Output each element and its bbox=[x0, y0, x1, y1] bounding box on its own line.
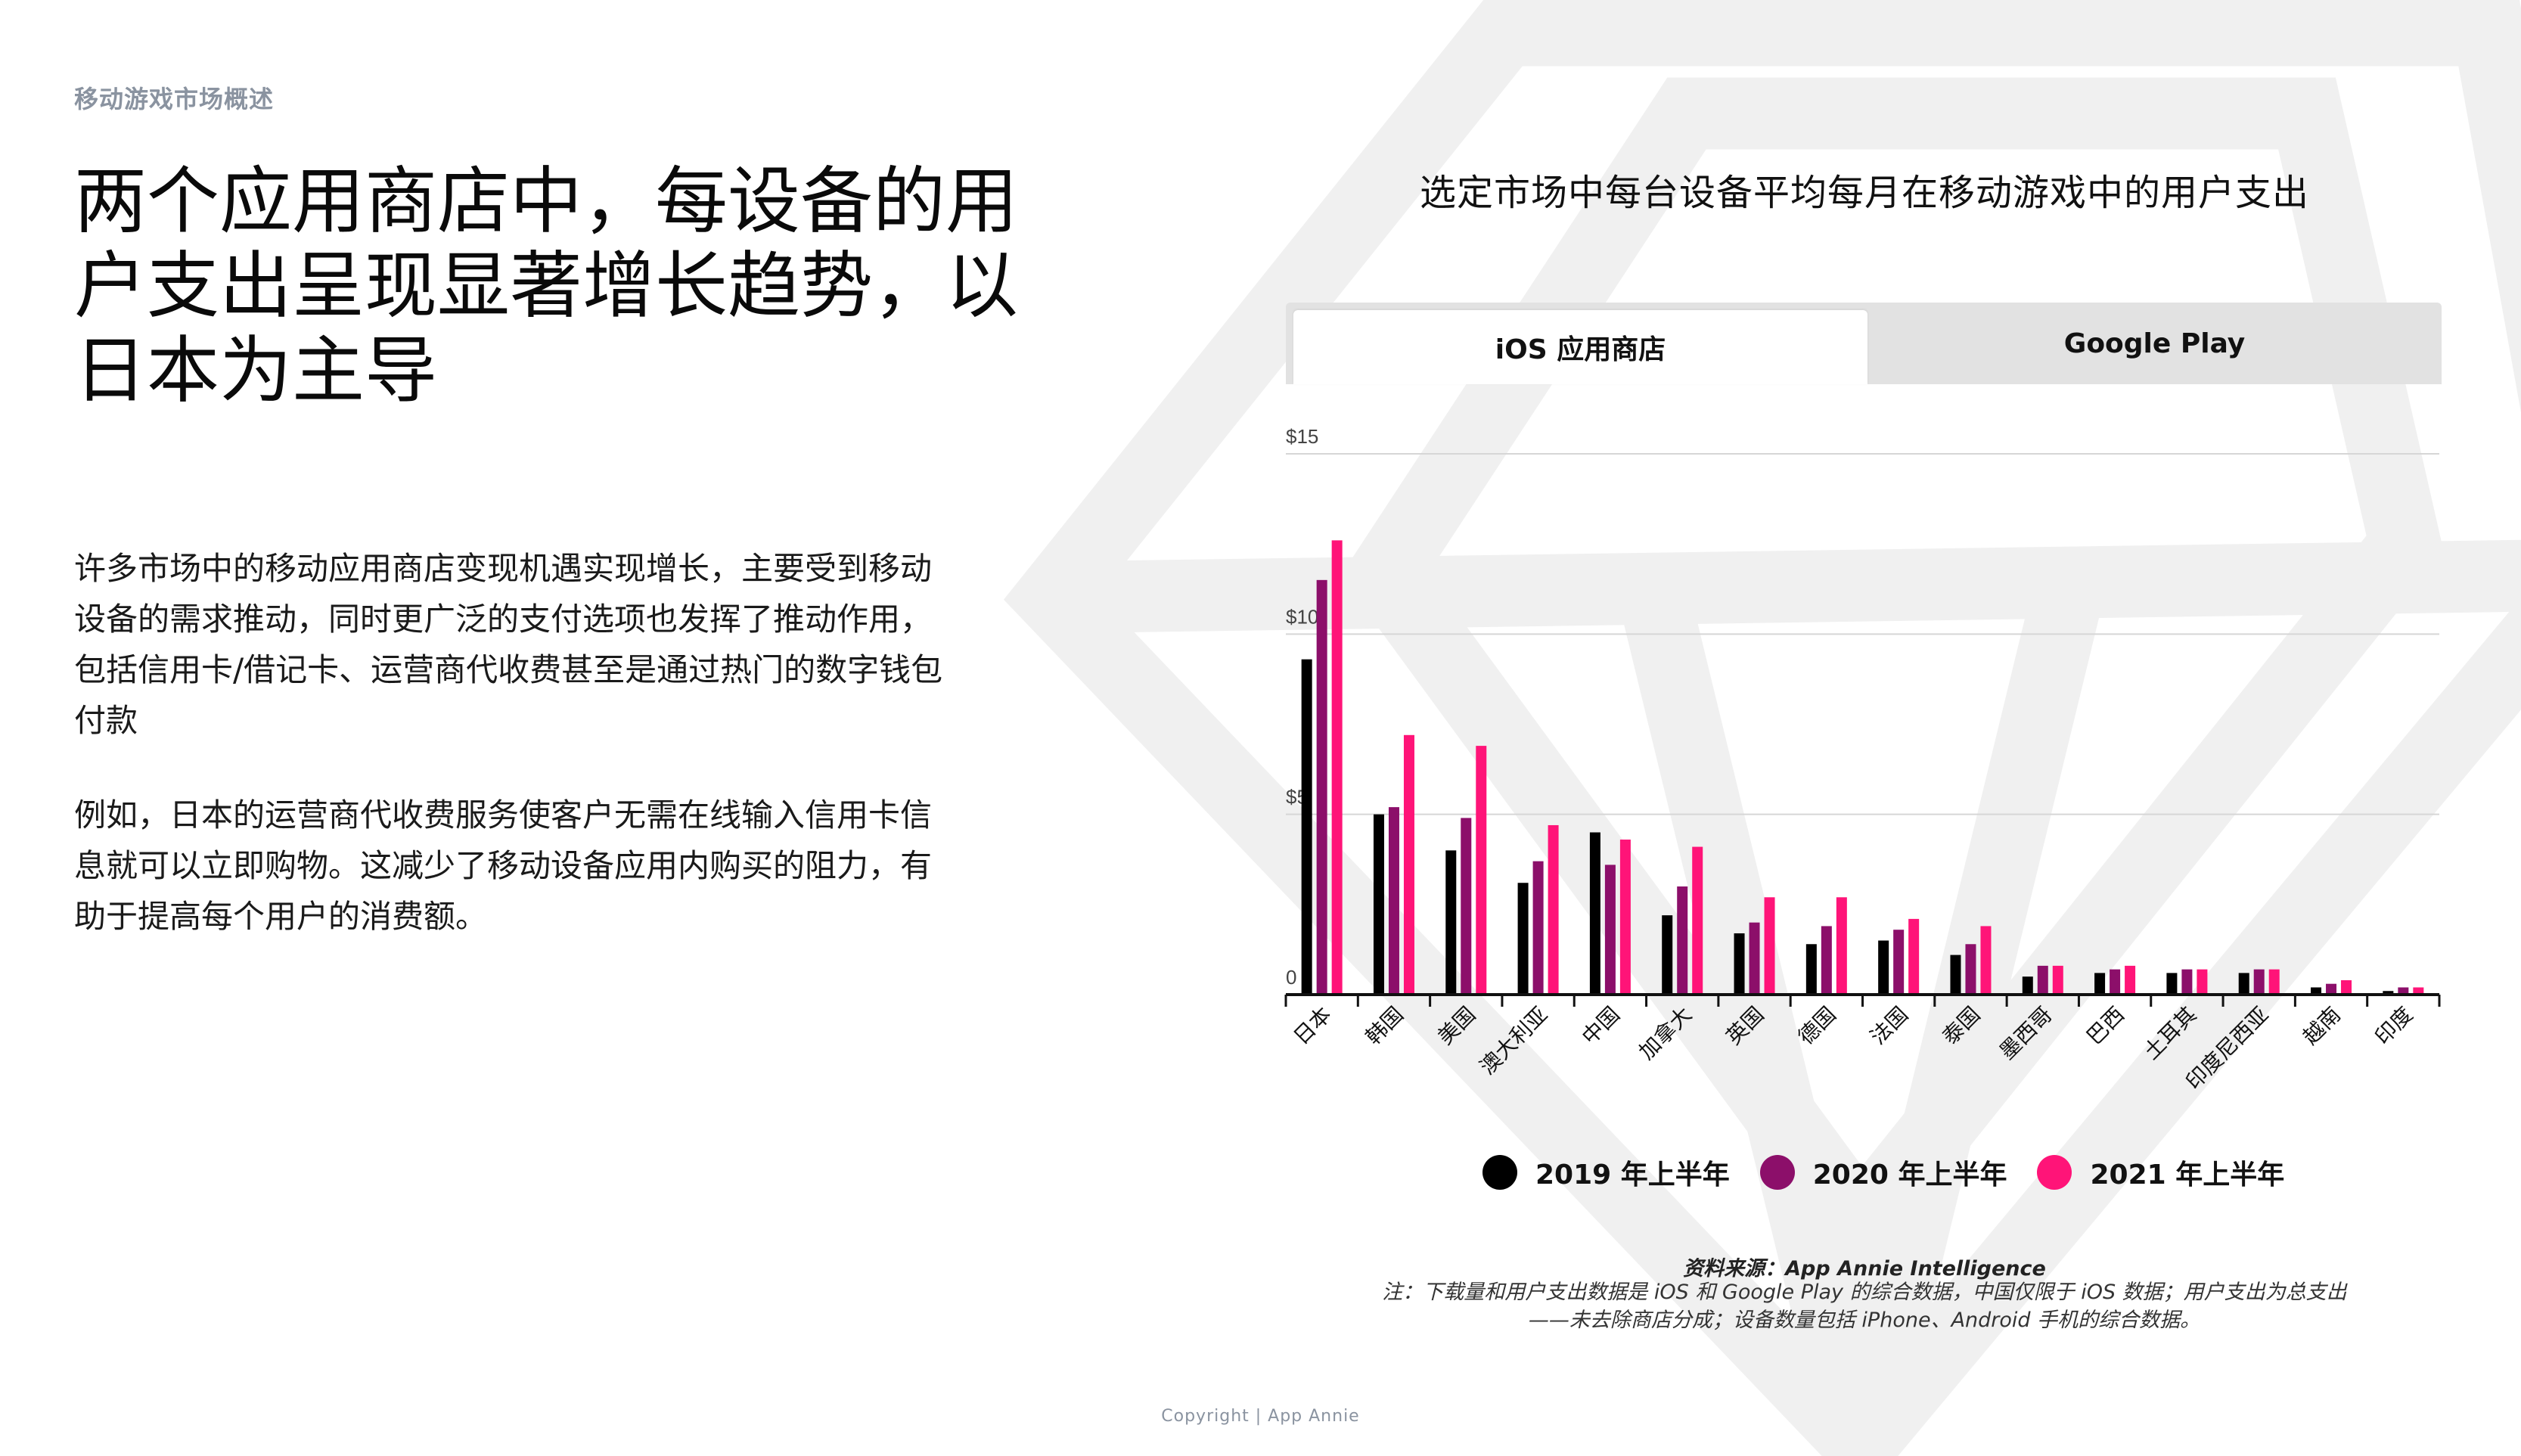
bar bbox=[1965, 944, 1976, 995]
bar bbox=[2326, 983, 2337, 995]
bar bbox=[1764, 897, 1775, 995]
bar bbox=[2383, 991, 2394, 995]
x-tick-label: 澳大利亚 bbox=[1475, 1002, 1553, 1080]
bar bbox=[2311, 987, 2322, 995]
bar bbox=[1331, 540, 1343, 995]
legend-swatch-2021 bbox=[2037, 1155, 2072, 1190]
bar bbox=[1461, 818, 1472, 995]
x-tick-label: 中国 bbox=[1577, 1002, 1625, 1050]
chart-source: 资料来源：App Annie Intelligence bbox=[1683, 1257, 2046, 1281]
bar bbox=[1908, 918, 1920, 995]
bar bbox=[2181, 969, 2193, 995]
bar bbox=[1677, 886, 1688, 995]
bar bbox=[1980, 926, 1992, 995]
tab-ios-app-store[interactable]: iOS 应用商店 bbox=[1293, 310, 1867, 384]
legend-swatch-2020 bbox=[1759, 1155, 1795, 1190]
legend-label-2019: 2019 年上半年 bbox=[1535, 1160, 1730, 1191]
x-tick-label: 印度 bbox=[2370, 1002, 2417, 1050]
copyright: Copyright | App Annie bbox=[1161, 1407, 1360, 1426]
legend-item-2021: 2021 年上半年 bbox=[2037, 1153, 2284, 1192]
x-tick-label: 日本 bbox=[1289, 1002, 1337, 1050]
x-tick-label: 越南 bbox=[2298, 1002, 2346, 1050]
page-headline: 两个应用商店中，每设备的用户支出呈现显著增长趋势，以日本为主导 bbox=[74, 159, 1018, 413]
tab-google-play[interactable]: Google Play bbox=[2063, 328, 2246, 359]
legend-label-2021: 2021 年上半年 bbox=[2090, 1160, 2285, 1191]
bar bbox=[1821, 926, 1832, 995]
bar bbox=[1734, 933, 1745, 995]
store-tabs: iOS 应用商店 Google Play bbox=[1286, 303, 2442, 384]
y-tick-label: $15 bbox=[1286, 425, 1318, 448]
bar bbox=[1548, 824, 1559, 995]
bar bbox=[1373, 814, 1384, 995]
bar bbox=[1589, 832, 1600, 995]
bar bbox=[1445, 850, 1457, 995]
body-paragraph-1: 许多市场中的移动应用商店变现机遇实现增长，主要受到移动设备的需求推动，同时更广泛… bbox=[74, 550, 943, 739]
bar bbox=[1403, 734, 1414, 995]
x-tick-label: 法国 bbox=[1865, 1002, 1913, 1050]
legend-item-2019: 2019 年上半年 bbox=[1482, 1153, 1730, 1192]
bar bbox=[2166, 973, 2178, 995]
bar bbox=[1604, 865, 1616, 995]
bar bbox=[2094, 973, 2106, 995]
bar bbox=[1749, 922, 1760, 995]
x-tick-label: 英国 bbox=[1722, 1002, 1769, 1050]
bar bbox=[2197, 969, 2208, 995]
y-tick-label: $10 bbox=[1286, 605, 1318, 628]
bar bbox=[1893, 930, 1905, 995]
bar bbox=[1692, 846, 1703, 995]
x-tick-label: 泰国 bbox=[1937, 1002, 1985, 1050]
bar bbox=[2268, 969, 2280, 995]
bar bbox=[1476, 746, 1487, 995]
bar bbox=[1388, 807, 1399, 995]
bar bbox=[2037, 965, 2048, 995]
bar bbox=[1532, 861, 1544, 995]
bar bbox=[2341, 979, 2352, 995]
bar bbox=[2125, 965, 2136, 995]
x-tick-label: 韩国 bbox=[1361, 1002, 1408, 1050]
x-tick-label: 美国 bbox=[1433, 1002, 1480, 1050]
bar bbox=[1517, 883, 1529, 995]
chart-title: 选定市场中每台设备平均每月在移动游戏中的用户支出 bbox=[1419, 172, 2309, 214]
bar bbox=[1950, 955, 1961, 995]
bar bbox=[1878, 940, 1889, 995]
section-label: 移动游戏市场概述 bbox=[74, 85, 275, 113]
bar bbox=[2398, 987, 2409, 995]
bar bbox=[2238, 973, 2249, 995]
bar bbox=[1836, 897, 1847, 995]
bar bbox=[1301, 659, 1312, 995]
bar bbox=[1619, 840, 1631, 995]
bar bbox=[1316, 579, 1327, 995]
body-paragraph-2: 例如，日本的运营商代收费服务使客户无需在线输入信用卡信息就可以立即购物。这减少了… bbox=[74, 796, 933, 935]
bar bbox=[2253, 969, 2265, 995]
bar bbox=[1805, 944, 1817, 995]
y-tick-label: 0 bbox=[1286, 966, 1296, 989]
bar bbox=[2052, 965, 2063, 995]
bar bbox=[1662, 915, 1673, 995]
chart-legend: 2019 年上半年 2020 年上半年 2021 年上半年 bbox=[1482, 1153, 2315, 1192]
bar bbox=[2110, 969, 2121, 995]
chart-note: 注：下载量和用户支出数据是 iOS 和 Google Play 的综合数据，中国… bbox=[1382, 1281, 2347, 1332]
x-tick-label: 墨西哥 bbox=[1995, 1002, 2057, 1065]
bar bbox=[2413, 987, 2424, 995]
x-tick-label: 土耳其 bbox=[2139, 1002, 2202, 1065]
legend-item-2020: 2020 年上半年 bbox=[1759, 1153, 2007, 1192]
legend-label-2020: 2020 年上半年 bbox=[1812, 1160, 2007, 1191]
x-tick-label: 巴西 bbox=[2082, 1002, 2129, 1050]
x-tick-label: 德国 bbox=[1793, 1002, 1841, 1050]
x-tick-label: 加拿大 bbox=[1634, 1002, 1697, 1065]
bar bbox=[2022, 976, 2033, 995]
legend-swatch-2019 bbox=[1482, 1155, 1517, 1190]
